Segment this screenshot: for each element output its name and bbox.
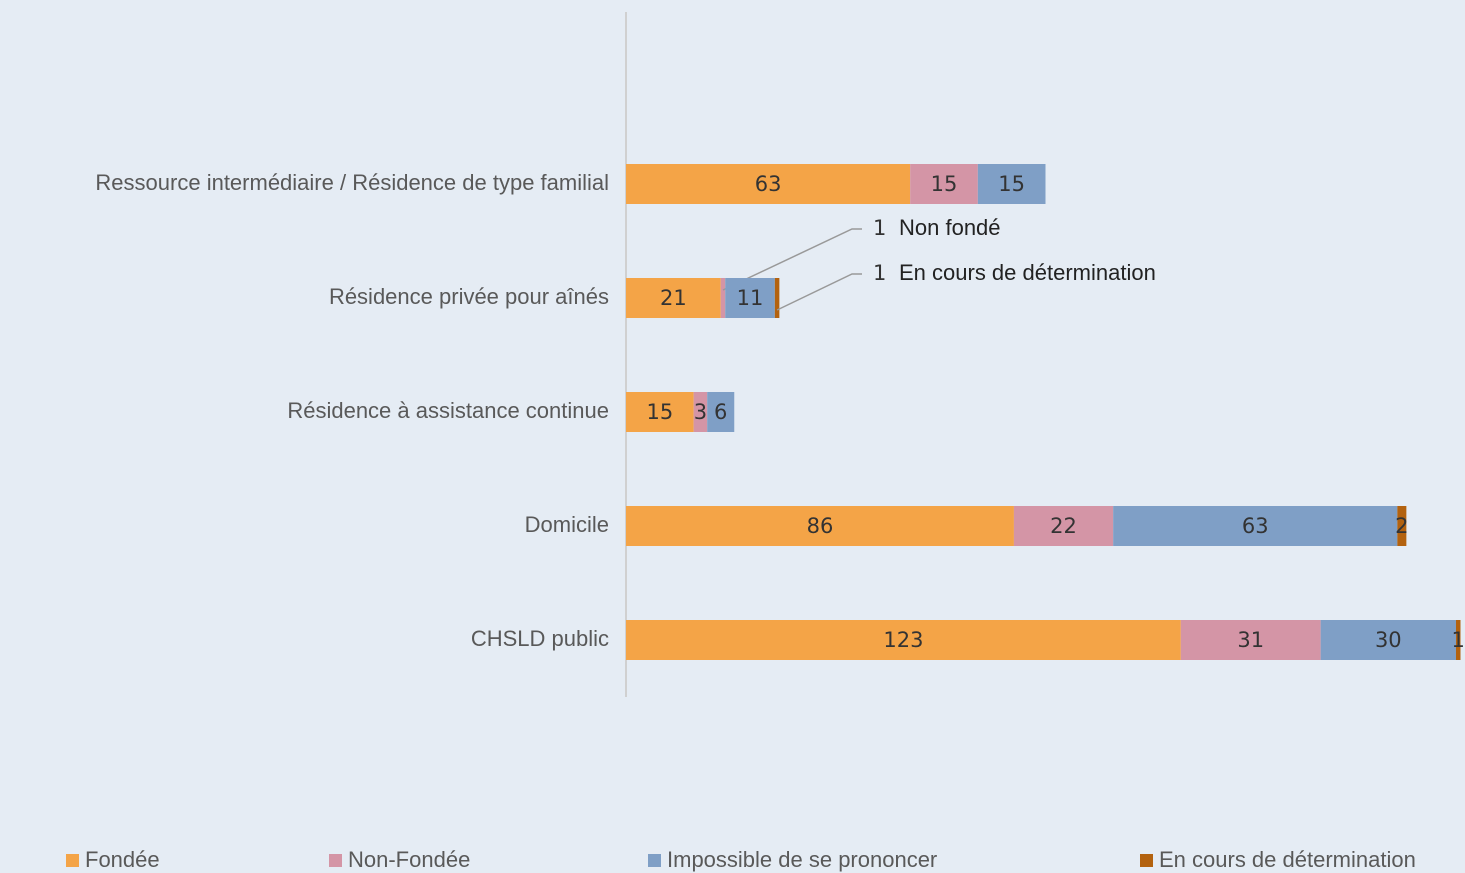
legend-label: Impossible de se prononcer [667, 847, 937, 872]
data-label: 1 [873, 216, 886, 240]
bar-segment [626, 392, 694, 432]
bar-segment [626, 278, 721, 318]
bar-segment [1455, 620, 1461, 660]
bar-segment [725, 278, 775, 318]
bar-segment [707, 392, 735, 432]
callout-line [722, 228, 862, 291]
category-label: Résidence à assistance continue [287, 398, 609, 423]
data-label: 31 [1237, 628, 1264, 652]
data-label: 63 [755, 172, 782, 196]
data-label: 15 [931, 172, 958, 196]
legend-swatch [66, 854, 79, 867]
annotation: En cours de détermination [899, 260, 1156, 285]
data-label: 2 [1395, 514, 1408, 538]
legend-label: Fondée [85, 847, 160, 872]
category-label: Domicile [525, 512, 609, 537]
bar-segment [910, 164, 978, 204]
data-label: 1 [873, 261, 886, 285]
data-label: 3 [694, 400, 707, 424]
legend-swatch [648, 854, 661, 867]
legend-label: En cours de détermination [1159, 847, 1416, 872]
category-label: CHSLD public [471, 626, 609, 651]
legend-label: Non-Fondée [348, 847, 470, 872]
bar-segment [626, 506, 1014, 546]
data-label: 21 [660, 286, 687, 310]
bar-segment [626, 164, 911, 204]
legend-swatch [329, 854, 342, 867]
data-label: 63 [1242, 514, 1269, 538]
data-label: 1 [1452, 628, 1465, 652]
data-label: 22 [1050, 514, 1077, 538]
bar-segment [1013, 506, 1114, 546]
category-label: Ressource intermédiaire / Résidence de t… [95, 170, 609, 195]
legend-swatch [1140, 854, 1153, 867]
data-label: 30 [1375, 628, 1402, 652]
data-label: 11 [737, 286, 764, 310]
annotation: Non fondé [899, 215, 1001, 240]
bar-segment [626, 620, 1181, 660]
bar-segment [1320, 620, 1456, 660]
data-label: 15 [646, 400, 673, 424]
data-label: 86 [807, 514, 834, 538]
bar-segment [1180, 620, 1321, 660]
data-label: 15 [998, 172, 1025, 196]
bar-segment [693, 392, 708, 432]
bar-segment [1397, 506, 1407, 546]
bar-segment [1113, 506, 1398, 546]
bar-segment [720, 278, 726, 318]
data-label: 123 [883, 628, 923, 652]
callout-line [776, 273, 862, 311]
bar-segment [774, 278, 780, 318]
bar-segment [977, 164, 1046, 204]
category-label: Résidence privée pour aînés [329, 284, 609, 309]
data-label: 6 [714, 400, 727, 424]
